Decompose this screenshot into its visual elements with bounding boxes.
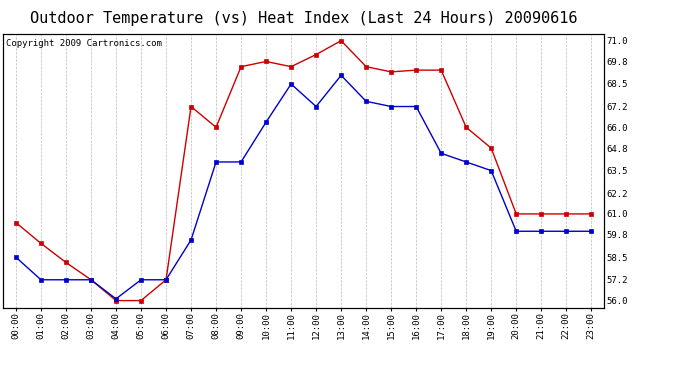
Text: Outdoor Temperature (vs) Heat Index (Last 24 Hours) 20090616: Outdoor Temperature (vs) Heat Index (Las… (30, 11, 578, 26)
Text: Copyright 2009 Cartronics.com: Copyright 2009 Cartronics.com (6, 39, 162, 48)
